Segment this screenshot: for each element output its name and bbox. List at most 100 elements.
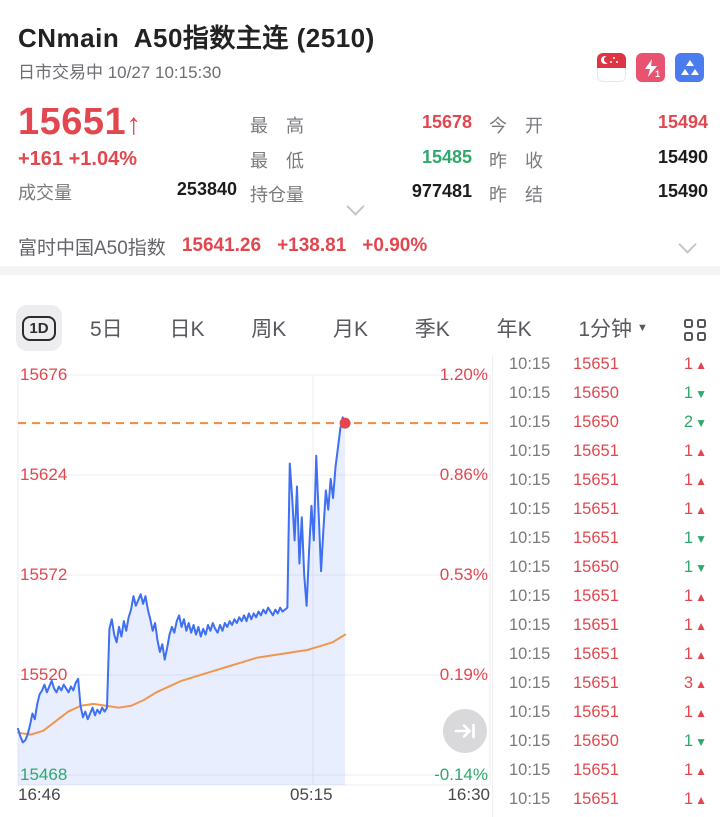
depth-pyramid-icon[interactable] bbox=[675, 53, 704, 82]
tick-time: 10:15 bbox=[509, 355, 551, 373]
jump-to-latest-button[interactable] bbox=[443, 709, 487, 753]
low-label: 最 低 bbox=[250, 151, 304, 171]
tick-price: 15650 bbox=[573, 558, 619, 576]
tick-volume: 1 bbox=[683, 790, 694, 808]
tick-price: 15650 bbox=[573, 732, 619, 750]
tab-year-k[interactable]: 年K bbox=[496, 318, 532, 341]
prev-close-value: 15490 bbox=[657, 147, 708, 167]
tick-time: 10:15 bbox=[509, 674, 551, 692]
tick-price: 15650 bbox=[573, 413, 619, 431]
tick-time: 10:15 bbox=[509, 384, 551, 402]
tick-down-arrow-icon: ▼ bbox=[695, 415, 707, 430]
tick-price: 15651 bbox=[573, 790, 619, 808]
dropdown-triangle-icon: ▼ bbox=[637, 322, 648, 334]
intraday-chart[interactable]: 15676 15624 15572 15520 15468 1.20% 0.86% 0.53%… bbox=[0, 355, 492, 817]
tick-list-panel[interactable]: 10:15 15651 1 ▲ 10:15 15650 1 ▼ 10:15 15650 2 ▼ 10:1… bbox=[492, 355, 720, 817]
y-axis-pct-label: 0.19% bbox=[439, 665, 488, 684]
level1-quote-icon[interactable]: 1 bbox=[636, 53, 665, 82]
y-axis-price-label: 15572 bbox=[20, 565, 68, 584]
tick-time: 10:15 bbox=[509, 558, 551, 576]
tick-volume: 1 bbox=[683, 500, 694, 518]
tick-price: 15651 bbox=[573, 674, 619, 692]
section-divider bbox=[0, 266, 720, 275]
tick-time: 10:15 bbox=[509, 616, 551, 634]
tick-volume: 3 bbox=[683, 674, 694, 692]
prev-close-label: 昨 收 bbox=[489, 151, 543, 171]
tick-up-arrow-icon: ▲ bbox=[695, 473, 707, 488]
tick-volume: 1 bbox=[683, 587, 694, 605]
tick-up-arrow-icon: ▲ bbox=[695, 792, 707, 807]
price-up-arrow: ↑ bbox=[126, 108, 142, 141]
tick-row: 10:15 15651 1 ▼ bbox=[493, 524, 720, 553]
prev-settle-label: 昨 结 bbox=[489, 185, 543, 205]
singapore-flag-icon[interactable] bbox=[597, 53, 626, 82]
tick-up-arrow-icon: ▲ bbox=[695, 357, 707, 372]
tick-down-arrow-icon: ▼ bbox=[695, 560, 707, 575]
open-label: 今 开 bbox=[489, 116, 543, 136]
index-pct: +0.90% bbox=[362, 235, 428, 256]
tick-row: 10:15 15651 1 ▲ bbox=[493, 785, 720, 814]
tick-time: 10:15 bbox=[509, 732, 551, 750]
tick-volume: 1 bbox=[683, 703, 694, 721]
tick-volume: 1 bbox=[683, 645, 694, 663]
x-axis-label: 16:30 bbox=[447, 785, 490, 804]
y-axis-pct-label: 0.86% bbox=[439, 465, 488, 484]
chart-grid-menu-icon[interactable] bbox=[684, 319, 706, 341]
last-price: 15651↑ bbox=[18, 101, 142, 143]
tab-1d-selected[interactable]: 1D bbox=[16, 305, 62, 351]
tick-row: 10:15 15651 1 ▲ bbox=[493, 611, 720, 640]
tick-row: 10:15 15650 1 ▼ bbox=[493, 553, 720, 582]
index-bar-chevron-icon[interactable] bbox=[678, 235, 697, 254]
open-value: 15494 bbox=[657, 112, 708, 132]
tick-price: 15651 bbox=[573, 500, 619, 518]
tick-price: 15651 bbox=[573, 645, 619, 663]
tick-volume: 1 bbox=[683, 558, 694, 576]
tick-row: 10:15 15650 2 ▼ bbox=[493, 408, 720, 437]
market-status: 日市交易中 10/27 10:15:30 bbox=[18, 63, 222, 82]
tick-down-arrow-icon: ▼ bbox=[695, 734, 707, 749]
tick-volume: 1 bbox=[683, 355, 694, 373]
tab-month-k[interactable]: 月K bbox=[333, 318, 369, 341]
tab-day-k[interactable]: 日K bbox=[169, 318, 205, 341]
index-bar[interactable]: 富时中国A50指数 15641.26 +138.81 +0.90% bbox=[18, 230, 427, 262]
tick-price: 15651 bbox=[573, 355, 619, 373]
tick-time: 10:15 bbox=[509, 442, 551, 460]
page-title: CNmain A50指数主连 (2510) bbox=[18, 23, 375, 53]
tick-row: 10:15 15651 1 ▲ bbox=[493, 437, 720, 466]
tick-row: 10:15 15651 1 ▲ bbox=[493, 640, 720, 669]
tick-volume: 1 bbox=[683, 471, 694, 489]
tick-row: 10:15 15651 1 ▲ bbox=[493, 756, 720, 785]
tick-row: 10:15 15651 3 ▲ bbox=[493, 669, 720, 698]
tick-price: 15651 bbox=[573, 703, 619, 721]
tick-up-arrow-icon: ▲ bbox=[695, 705, 707, 720]
tick-price: 15651 bbox=[573, 442, 619, 460]
tick-volume: 1 bbox=[683, 761, 694, 779]
period-tabs: 5日 日K 周K 月K 季K 年K 1分钟 ▼ bbox=[90, 305, 648, 351]
tick-time: 10:15 bbox=[509, 500, 551, 518]
tick-row: 10:15 15651 1 ▲ bbox=[493, 698, 720, 727]
price-chart-svg bbox=[17, 374, 491, 786]
tick-volume: 1 bbox=[683, 384, 694, 402]
tick-price: 15651 bbox=[573, 587, 619, 605]
minute-dropdown[interactable]: 1分钟 ▼ bbox=[578, 313, 648, 343]
svg-text:1: 1 bbox=[655, 69, 660, 79]
open-interest-label: 持仓量 bbox=[250, 185, 304, 205]
tick-volume: 1 bbox=[683, 442, 694, 460]
x-axis-label: 16:46 bbox=[18, 785, 61, 804]
tick-price: 15651 bbox=[573, 471, 619, 489]
tick-volume: 1 bbox=[683, 616, 694, 634]
tick-price: 15651 bbox=[573, 761, 619, 779]
tab-quarter-k[interactable]: 季K bbox=[414, 318, 450, 341]
tick-up-arrow-icon: ▲ bbox=[695, 444, 707, 459]
tick-row: 10:15 15651 1 ▲ bbox=[493, 466, 720, 495]
tab-week-k[interactable]: 周K bbox=[251, 318, 287, 341]
tick-up-arrow-icon: ▲ bbox=[695, 676, 707, 691]
tick-time: 10:15 bbox=[509, 761, 551, 779]
tick-time: 10:15 bbox=[509, 587, 551, 605]
tab-5d[interactable]: 5日 bbox=[90, 318, 123, 341]
tick-price: 15650 bbox=[573, 384, 619, 402]
tick-up-arrow-icon: ▲ bbox=[695, 647, 707, 662]
high-label: 最 高 bbox=[250, 116, 304, 136]
tick-up-arrow-icon: ▲ bbox=[695, 502, 707, 517]
